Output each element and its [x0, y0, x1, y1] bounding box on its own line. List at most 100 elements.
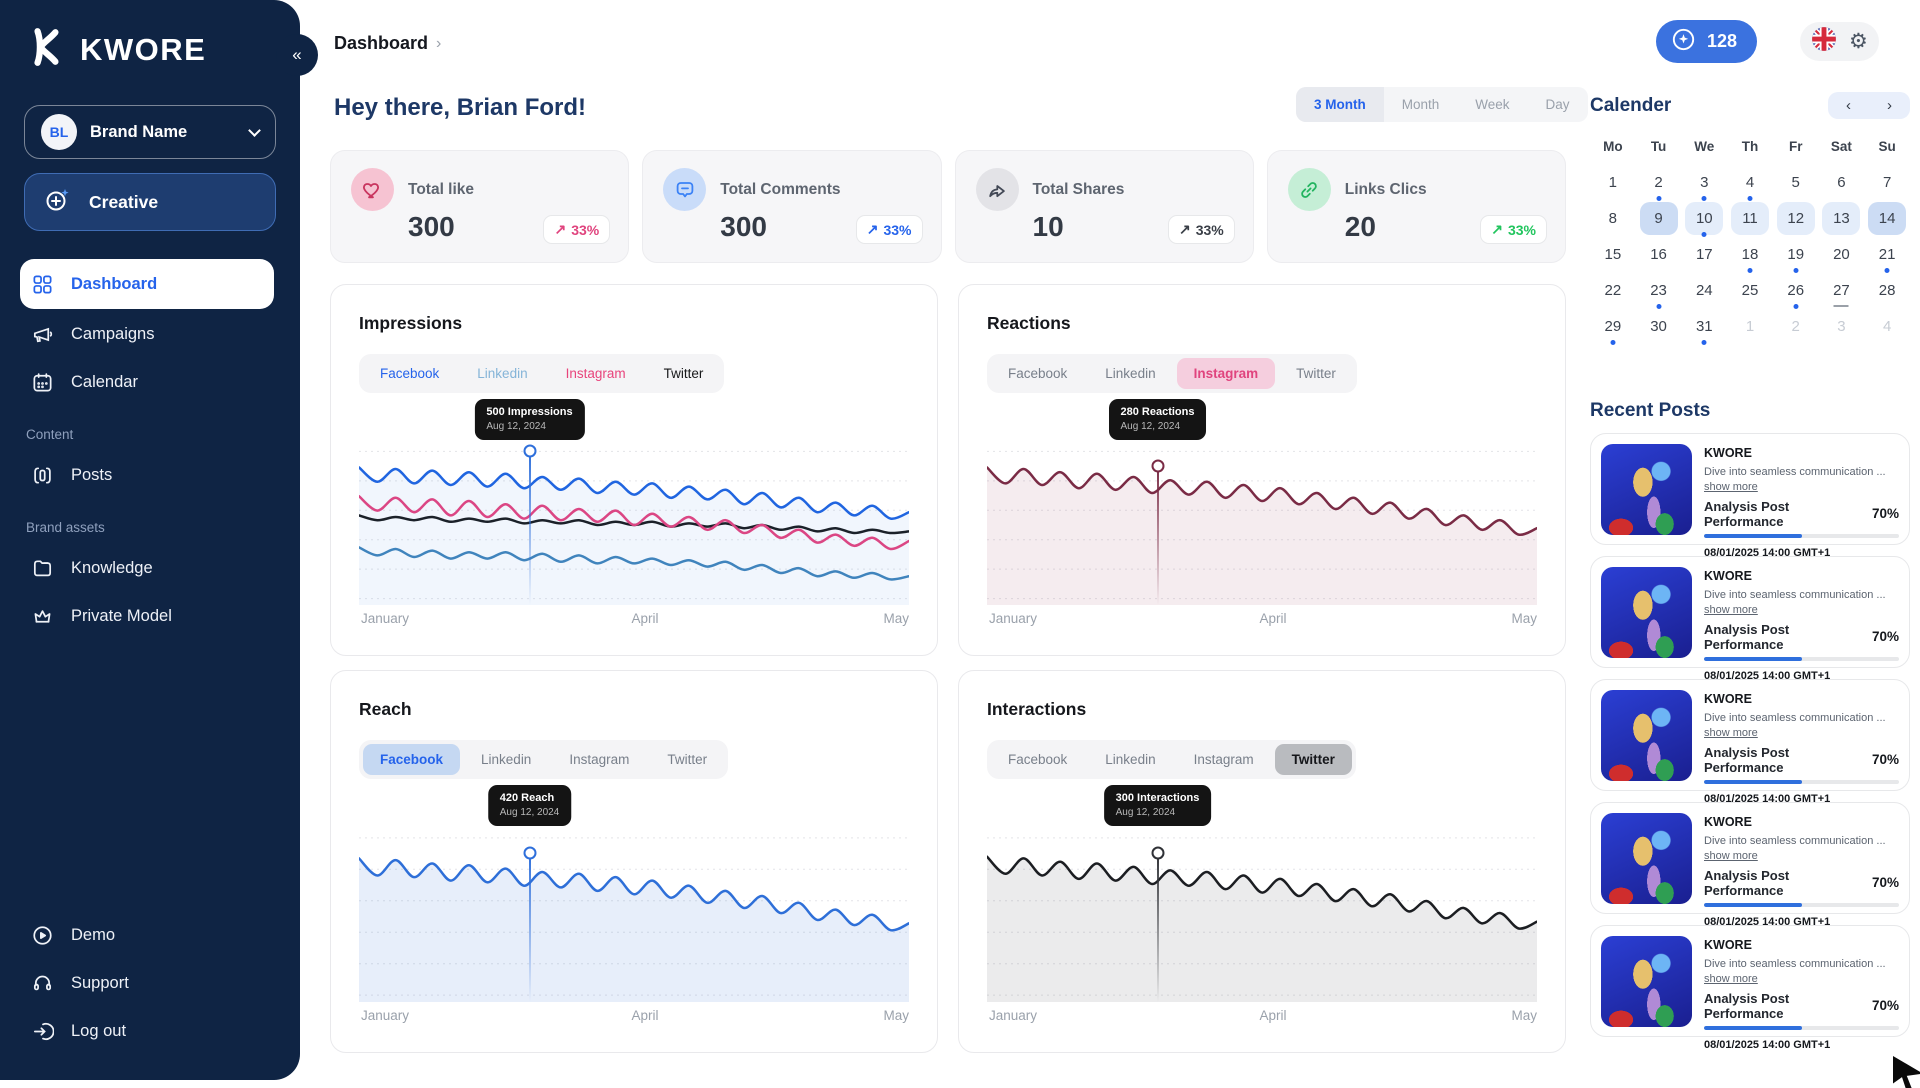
recent-post-card[interactable]: KWORE Dive into seamless communication ..… — [1590, 802, 1910, 928]
calendar-day-16[interactable]: 16 — [1650, 246, 1667, 263]
calendar-day-28[interactable]: 28 — [1878, 282, 1896, 299]
calendar-day-26[interactable]: 26 — [1773, 273, 1819, 309]
calendar-day-14[interactable]: 14 — [1864, 201, 1910, 236]
calendar-day-22[interactable]: 22 — [1604, 282, 1622, 299]
calendar-day-11[interactable]: 11 — [1727, 201, 1773, 236]
time-tab-week[interactable]: Week — [1475, 97, 1510, 112]
sidebar-collapse-button[interactable]: « — [276, 34, 318, 76]
creative-button[interactable]: Creative — [24, 173, 276, 231]
chart-tab-instagram[interactable]: Instagram — [569, 752, 630, 767]
calendar-day-3-next[interactable]: 3 — [1837, 318, 1846, 335]
stat-card-total-shares: Total Shares 10 ↗ 33% — [954, 150, 1254, 263]
time-tab-day[interactable]: Day — [1545, 97, 1570, 112]
calendar-day-19[interactable]: 19 — [1773, 237, 1819, 273]
post-progress-track — [1704, 779, 1899, 784]
calendar-weekday: We — [1694, 139, 1715, 154]
chart-tab-linkedin[interactable]: Linkedin — [481, 752, 532, 767]
calendar-day-4[interactable]: 4 — [1727, 165, 1773, 201]
chart-tab-linkedin[interactable]: Linkedin — [477, 366, 528, 381]
chart-tab-twitter[interactable]: Twitter — [663, 366, 704, 381]
calendar-day-29[interactable]: 29 — [1590, 309, 1636, 345]
show-more-link[interactable]: show more — [1704, 727, 1758, 740]
calendar-day-2-next[interactable]: 2 — [1791, 318, 1800, 335]
calendar-day-2[interactable]: 2 — [1636, 165, 1682, 201]
sidebar-item-log-out[interactable]: Log out — [20, 1008, 272, 1054]
tooltip-date: Aug 12, 2024 — [1120, 421, 1181, 432]
calendar-day-24[interactable]: 24 — [1695, 282, 1713, 299]
tooltip-date: Aug 12, 2024 — [486, 421, 546, 432]
recent-post-card[interactable]: KWORE Dive into seamless communication ..… — [1590, 925, 1910, 1051]
chart-tab-facebook[interactable]: Facebook — [1008, 752, 1068, 767]
sidebar-item-campaigns[interactable]: Campaigns — [20, 311, 272, 357]
sidebar-item-support[interactable]: Support — [20, 960, 272, 1006]
show-more-link[interactable]: show more — [1704, 481, 1758, 494]
calendar-day-5[interactable]: 5 — [1791, 174, 1800, 191]
calendar-day-17[interactable]: 17 — [1695, 246, 1713, 263]
credits-sparkle-icon — [1670, 26, 1697, 58]
brand-selector[interactable]: BL Brand Name — [24, 105, 276, 159]
calendar-day-18[interactable]: 18 — [1727, 237, 1773, 273]
gear-icon[interactable]: ⚙ — [1849, 30, 1868, 53]
time-tab-3-month[interactable]: 3 Month — [1296, 87, 1384, 122]
chart-tab-twitter[interactable]: Twitter — [1296, 366, 1336, 381]
calendar-day-6[interactable]: 6 — [1837, 174, 1846, 191]
calendar-day-25[interactable]: 25 — [1741, 282, 1759, 299]
chart-tab-instagram[interactable]: Instagram — [565, 366, 626, 381]
calendar-day-13[interactable]: 13 — [1819, 201, 1865, 236]
recent-post-card[interactable]: KWORE Dive into seamless communication ..… — [1590, 433, 1910, 559]
chart-tab-twitter[interactable]: Twitter — [1274, 744, 1352, 775]
chart-tab-instagram[interactable]: Instagram — [1193, 752, 1254, 767]
calendar-icon — [30, 370, 54, 394]
calendar-prev-button[interactable]: ‹ — [1846, 97, 1851, 114]
show-more-link[interactable]: show more — [1704, 604, 1758, 617]
creative-sparkle-icon — [43, 185, 73, 220]
chart-tab-facebook[interactable]: Facebook — [363, 744, 461, 775]
calendar-next-button[interactable]: › — [1887, 97, 1892, 114]
calendar-day-12[interactable]: 12 — [1773, 201, 1819, 236]
chart-tab-linkedin[interactable]: Linkedin — [1105, 366, 1156, 381]
show-more-link[interactable]: show more — [1704, 850, 1758, 863]
sidebar-item-private-model[interactable]: Private Model — [20, 593, 272, 639]
calendar-day-21[interactable]: 21 — [1864, 237, 1910, 273]
chart-tab-facebook[interactable]: Facebook — [1008, 366, 1068, 381]
calendar-day-4-next[interactable]: 4 — [1882, 318, 1892, 335]
recent-post-card[interactable]: KWORE Dive into seamless communication ..… — [1590, 556, 1910, 682]
calendar-day-3[interactable]: 3 — [1681, 165, 1727, 201]
calendar-day-8[interactable]: 8 — [1608, 210, 1618, 227]
sidebar-item-posts[interactable]: Posts — [20, 452, 272, 498]
time-tab-month[interactable]: Month — [1401, 97, 1440, 112]
calendar-day-10[interactable]: 10 — [1681, 201, 1727, 237]
calendar-day-27[interactable]: 27 — [1819, 273, 1865, 308]
credits-button[interactable]: 128 — [1656, 20, 1758, 63]
sidebar-item-dashboard[interactable]: Dashboard — [20, 259, 274, 309]
show-more-link[interactable]: show more — [1704, 973, 1758, 986]
sidebar-item-knowledge[interactable]: Knowledge — [20, 545, 272, 591]
calendar-day-30[interactable]: 30 — [1650, 318, 1667, 335]
calendar-day-23[interactable]: 23 — [1636, 273, 1682, 309]
chart-x-axis: January April May — [359, 1008, 909, 1028]
uk-flag-icon[interactable] — [1811, 26, 1837, 57]
chart-tab-instagram[interactable]: Instagram — [1176, 358, 1276, 389]
calendar-day-1-next[interactable]: 1 — [1745, 318, 1755, 335]
post-performance-label: Analysis Post Performance — [1704, 744, 1790, 775]
chart-platform-tabs: Facebook Linkedin Instagram Twitter — [987, 354, 1357, 393]
post-progress-fill — [1704, 1025, 1802, 1030]
dashboard-icon — [30, 272, 54, 296]
breadcrumb[interactable]: Dashboard › — [334, 33, 441, 54]
calendar-day-20[interactable]: 20 — [1833, 246, 1850, 263]
sidebar-item-demo[interactable]: Demo — [20, 912, 272, 958]
calendar-day-9[interactable]: 9 — [1636, 201, 1682, 236]
calendar-day-31[interactable]: 31 — [1681, 309, 1727, 345]
calendar-day-1[interactable]: 1 — [1608, 174, 1618, 191]
chart-tab-twitter[interactable]: Twitter — [667, 752, 708, 767]
calendar-panel: Calender ‹ › Mo Tu We Th Fr Sat Su 1 2 3 4 5 6 7 8 9 10 1… — [1590, 92, 1910, 345]
chart-tooltip: 420 Reach Aug 12, 2024 — [487, 785, 572, 826]
sidebar-item-calendar[interactable]: Calendar — [20, 359, 272, 405]
chart-tab-facebook[interactable]: Facebook — [380, 366, 440, 381]
recent-post-card[interactable]: KWORE Dive into seamless communication ..… — [1590, 679, 1910, 805]
credits-count: 128 — [1707, 31, 1738, 51]
calendar-day-15[interactable]: 15 — [1604, 246, 1622, 263]
calendar-day-7[interactable]: 7 — [1882, 174, 1892, 191]
chart-tab-linkedin[interactable]: Linkedin — [1105, 752, 1156, 767]
post-excerpt: Dive into seamless communication ... sho… — [1704, 466, 1886, 494]
